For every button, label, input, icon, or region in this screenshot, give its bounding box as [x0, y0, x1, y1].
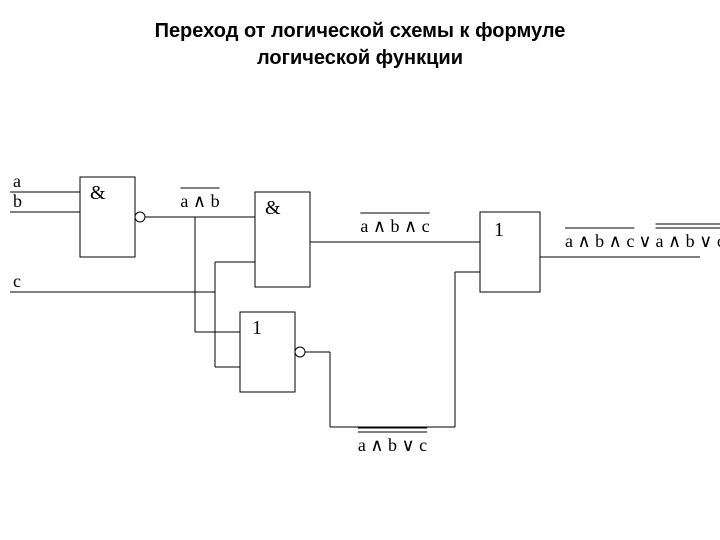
logic-diagram: abc&a ∧ b&a ∧ b ∧ c1a ∧ b ∨ c1a ∧ b ∧ c∨…	[0, 72, 720, 532]
label-abc: a ∧ b ∧ c	[360, 216, 429, 236]
label-ab: a ∧ b	[180, 191, 219, 211]
gate-or1-label: 1	[252, 317, 262, 339]
gate-or1-inv	[295, 347, 305, 357]
label-a: a	[13, 171, 21, 191]
label-final-right: a ∧ b ∨ c	[656, 231, 720, 251]
label-final-or: ∨	[638, 231, 651, 251]
gate-and2-label: &	[265, 197, 281, 219]
label-c: c	[13, 271, 21, 291]
gate-or1	[240, 312, 295, 392]
gate-or2	[480, 212, 540, 292]
gate-and2	[255, 192, 310, 287]
label-b: b	[13, 191, 22, 211]
title-line-1: Переход от логической схемы к формуле	[155, 20, 566, 42]
gate-and1	[80, 177, 135, 257]
label-final-left: a ∧ b ∧ c	[565, 231, 634, 251]
gate-and1-inv	[135, 212, 145, 222]
label-ab-or-c: a ∧ b ∨ c	[358, 435, 427, 455]
gate-and1-label: &	[90, 182, 106, 204]
gate-or2-label: 1	[494, 219, 504, 241]
page-title: Переход от логической схемы к формуле ло…	[0, 0, 720, 72]
title-line-2: логической функции	[257, 47, 463, 69]
